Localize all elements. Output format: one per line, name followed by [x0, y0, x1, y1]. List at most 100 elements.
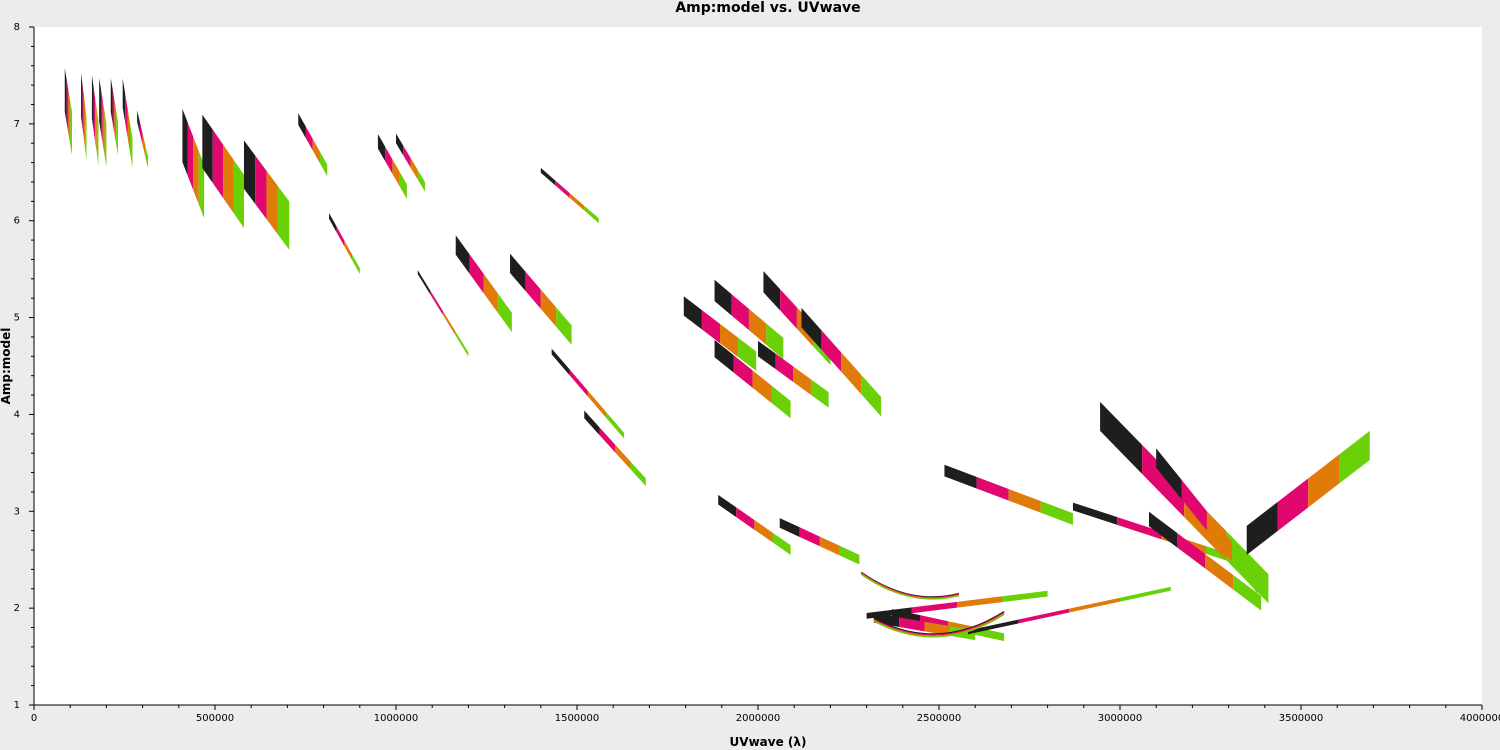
data-band-segment	[243, 140, 256, 205]
data-band-segment	[202, 114, 213, 183]
data-band-segment	[298, 113, 306, 138]
data-band-segment	[714, 279, 732, 316]
data-band-segment	[104, 111, 107, 167]
y-tick-label: 8	[14, 22, 20, 33]
data-band-segment	[1148, 511, 1178, 548]
data-band-segment	[96, 109, 99, 166]
x-axis-label: UVwave (λ)	[730, 735, 807, 749]
data-band-segment	[976, 476, 1009, 501]
data-band-segment	[1072, 502, 1118, 525]
data-band-segment	[793, 366, 811, 395]
data-band-segment	[771, 385, 791, 419]
data-band-segment	[758, 340, 776, 370]
data-band-segment	[1181, 479, 1207, 531]
x-ticks: 0 500000 1000000 1500000 2000000 2500000 30000…	[31, 705, 1500, 724]
data-arc	[860, 573, 960, 599]
data-band-segment	[1040, 501, 1073, 525]
data-band-segment	[100, 89, 103, 145]
x-tick-label: 1500000	[555, 713, 600, 724]
data-band-segment	[430, 290, 444, 316]
x-tick-label: 2500000	[917, 713, 962, 724]
data-band-segment	[396, 133, 404, 156]
y-tick-label: 6	[14, 216, 20, 227]
data-band-segment	[127, 108, 131, 153]
data-band-segment	[630, 461, 646, 487]
data-band-segment	[763, 271, 781, 311]
data-band-segment	[1156, 448, 1182, 500]
data-band-segment	[569, 193, 585, 211]
data-band-segment	[139, 121, 143, 146]
data-band-segment	[497, 293, 512, 333]
data-band-segment	[731, 294, 749, 331]
data-band-segment	[255, 155, 267, 220]
data-band-segment	[266, 170, 278, 235]
data-band-segment	[112, 88, 115, 134]
x-tick-label: 3500000	[1279, 713, 1324, 724]
data-band-segment	[410, 157, 418, 180]
data-band-segment	[116, 110, 118, 156]
data-band-segment	[899, 617, 925, 632]
data-band-segment	[417, 270, 431, 295]
data-band-segment	[752, 370, 772, 404]
data-band-segment	[122, 78, 126, 123]
data-marks	[64, 68, 1370, 642]
data-band-segment	[556, 307, 572, 345]
data-band-segment	[66, 79, 69, 134]
data-band-segment	[599, 427, 616, 453]
data-band-segment	[312, 138, 320, 164]
data-band-segment	[718, 494, 737, 518]
data-band-segment	[64, 68, 67, 123]
x-tick-label: 3000000	[1098, 713, 1143, 724]
data-band-segment	[1277, 478, 1309, 532]
data-band-segment	[1308, 454, 1340, 508]
data-band-segment	[1177, 532, 1206, 569]
data-band-segment	[683, 296, 702, 330]
plot-background	[34, 27, 1482, 705]
x-tick-label: 2000000	[736, 713, 781, 724]
data-band-segment	[1100, 401, 1143, 474]
data-band-segment	[733, 355, 753, 388]
data-band-segment	[861, 374, 882, 417]
data-band-segment	[1142, 444, 1185, 518]
data-band-segment	[91, 74, 94, 131]
data-band-segment	[772, 532, 791, 555]
data-arc	[873, 612, 1005, 637]
data-band-segment	[1232, 542, 1258, 594]
data-band-segment	[714, 339, 734, 373]
data-band-segment	[801, 307, 822, 350]
data-band-segment	[1069, 597, 1120, 613]
data-band-segment	[738, 337, 757, 371]
y-ticks: 1 2 3 4 5 6 7 8	[14, 22, 34, 711]
data-band-segment	[821, 330, 842, 372]
data-band-segment	[305, 126, 313, 151]
data-band-segment	[766, 323, 784, 360]
data-band-segment	[81, 73, 83, 128]
data-band-segment	[142, 133, 146, 157]
data-band-segment	[1339, 430, 1370, 484]
y-tick-label: 4	[14, 409, 20, 420]
data-band-segment	[775, 353, 794, 382]
data-band-segment	[605, 411, 625, 439]
data-band-segment	[1205, 553, 1234, 590]
data-band-segment	[336, 226, 345, 247]
y-tick-label: 1	[14, 700, 20, 711]
data-band-segment	[277, 186, 290, 250]
data-band-segment	[212, 129, 224, 198]
data-band-segment	[1002, 590, 1048, 603]
data-band-segment	[780, 289, 797, 329]
data-arc	[860, 571, 960, 598]
y-tick-label: 3	[14, 506, 20, 517]
data-band-segment	[95, 98, 97, 154]
data-band-segment	[392, 159, 400, 187]
data-band-segment	[510, 253, 526, 291]
data-band-segment	[187, 122, 194, 191]
x-tick-label: 0	[31, 713, 37, 724]
data-band-segment	[137, 110, 140, 134]
data-band-segment	[1206, 511, 1233, 563]
data-band-segment	[540, 167, 556, 186]
data-band-segment	[584, 205, 599, 224]
data-band-segment	[957, 596, 1003, 608]
data-band-segment	[82, 83, 84, 139]
x-tick-label: 1000000	[374, 713, 419, 724]
data-band-segment	[719, 323, 739, 358]
